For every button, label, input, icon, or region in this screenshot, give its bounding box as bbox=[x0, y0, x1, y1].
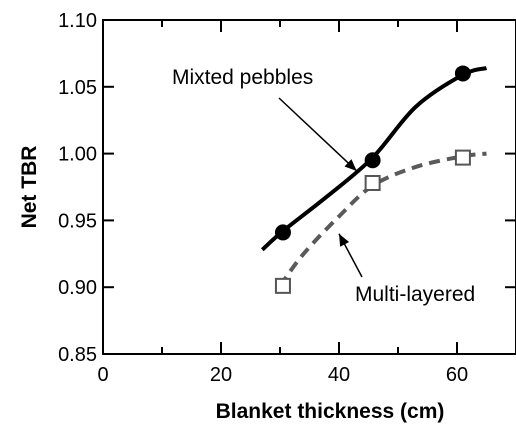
y-tick-label: 0.85 bbox=[58, 344, 97, 366]
x-axis-title: Blanket thickness (cm) bbox=[216, 400, 445, 423]
y-tick-label: 1.05 bbox=[58, 77, 97, 99]
annotation-multi-layered: Multi-layered bbox=[355, 283, 475, 306]
x-tick-label: 20 bbox=[210, 364, 232, 386]
x-tick-label: 60 bbox=[446, 364, 468, 386]
plot-frame bbox=[102, 19, 516, 355]
y-tick-label: 0.95 bbox=[58, 210, 97, 232]
arrow-multi-layered bbox=[338, 233, 363, 278]
data-point-square bbox=[454, 149, 471, 166]
y-tick-label: 1.00 bbox=[58, 144, 97, 166]
y-tick-label: 0.90 bbox=[58, 277, 97, 299]
data-point-square bbox=[364, 174, 381, 191]
x-tick-label: 40 bbox=[328, 364, 350, 386]
data-point-square bbox=[274, 277, 291, 294]
y-tick-label: 1.10 bbox=[58, 10, 97, 32]
arrow-mixted-pebbles bbox=[278, 97, 358, 172]
markers bbox=[274, 65, 471, 294]
series-line-1 bbox=[278, 151, 487, 288]
data-point-circle bbox=[454, 65, 471, 82]
annotation-mixted-pebbles: Mixted pebbles bbox=[172, 66, 313, 89]
data-point-circle bbox=[364, 152, 381, 169]
x-tick-label: 0 bbox=[97, 364, 108, 386]
data-point-circle bbox=[274, 224, 291, 241]
annotation-arrows bbox=[278, 97, 363, 278]
ticks: 0 20 40 60 0.85 0.90 0.95 1.00 1.05 1.10 bbox=[58, 10, 516, 386]
y-axis-title: Net TBR bbox=[18, 146, 41, 229]
